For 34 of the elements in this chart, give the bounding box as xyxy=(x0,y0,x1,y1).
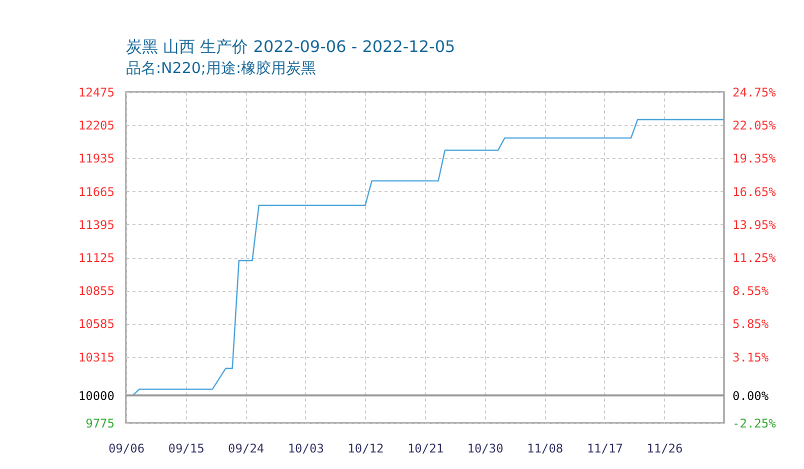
y2-tick-label: 19.35% xyxy=(732,152,777,166)
y-tick-label: 11935 xyxy=(78,152,114,166)
y-tick-label: 10585 xyxy=(78,317,114,332)
x-tick-label: 10/30 xyxy=(467,442,504,456)
y2-tick-label: 16.65% xyxy=(732,184,777,199)
y-tick-label: 10000 xyxy=(78,388,114,403)
y2-tick-label: 8.55% xyxy=(732,284,770,298)
x-tick-label: 10/21 xyxy=(407,442,444,456)
x-tick-label: 09/15 xyxy=(168,442,204,456)
y-tick-label: 11665 xyxy=(78,184,114,199)
y-tick-label: 12205 xyxy=(78,118,114,133)
y-tick-label: 12475 xyxy=(78,86,114,100)
y2-tick-label: 24.75% xyxy=(732,86,777,100)
y2-tick-label: 13.95% xyxy=(732,218,777,232)
y-tick-label: 9775 xyxy=(86,416,114,430)
chart-title: 炭黑 山西 生产价 2022-09-06 - 2022-12-05 xyxy=(126,37,456,56)
y-tick-label: 10855 xyxy=(78,284,114,298)
chart-subtitle: 品名:N220;用途:橡胶用炭黑 xyxy=(126,59,316,77)
x-tick-label: 09/24 xyxy=(228,442,264,456)
y-tick-label: 11125 xyxy=(78,251,114,265)
x-tick-label: 11/26 xyxy=(646,442,683,456)
y2-tick-label: 22.05% xyxy=(732,118,777,133)
y2-tick-label: 11.25% xyxy=(732,251,777,265)
y2-tick-label: -2.25% xyxy=(732,416,777,430)
x-tick-label: 10/03 xyxy=(288,442,324,456)
x-tick-label: 11/08 xyxy=(527,442,564,456)
y-tick-label: 11395 xyxy=(78,218,114,232)
y2-tick-label: 3.15% xyxy=(732,350,770,364)
x-tick-label: 11/17 xyxy=(586,442,623,456)
y2-tick-label: 0.00% xyxy=(732,388,770,403)
y-tick-label: 10315 xyxy=(78,350,114,364)
x-tick-label: 10/12 xyxy=(348,442,384,456)
y2-tick-label: 5.85% xyxy=(732,317,770,332)
x-tick-label: 09/06 xyxy=(108,442,145,456)
